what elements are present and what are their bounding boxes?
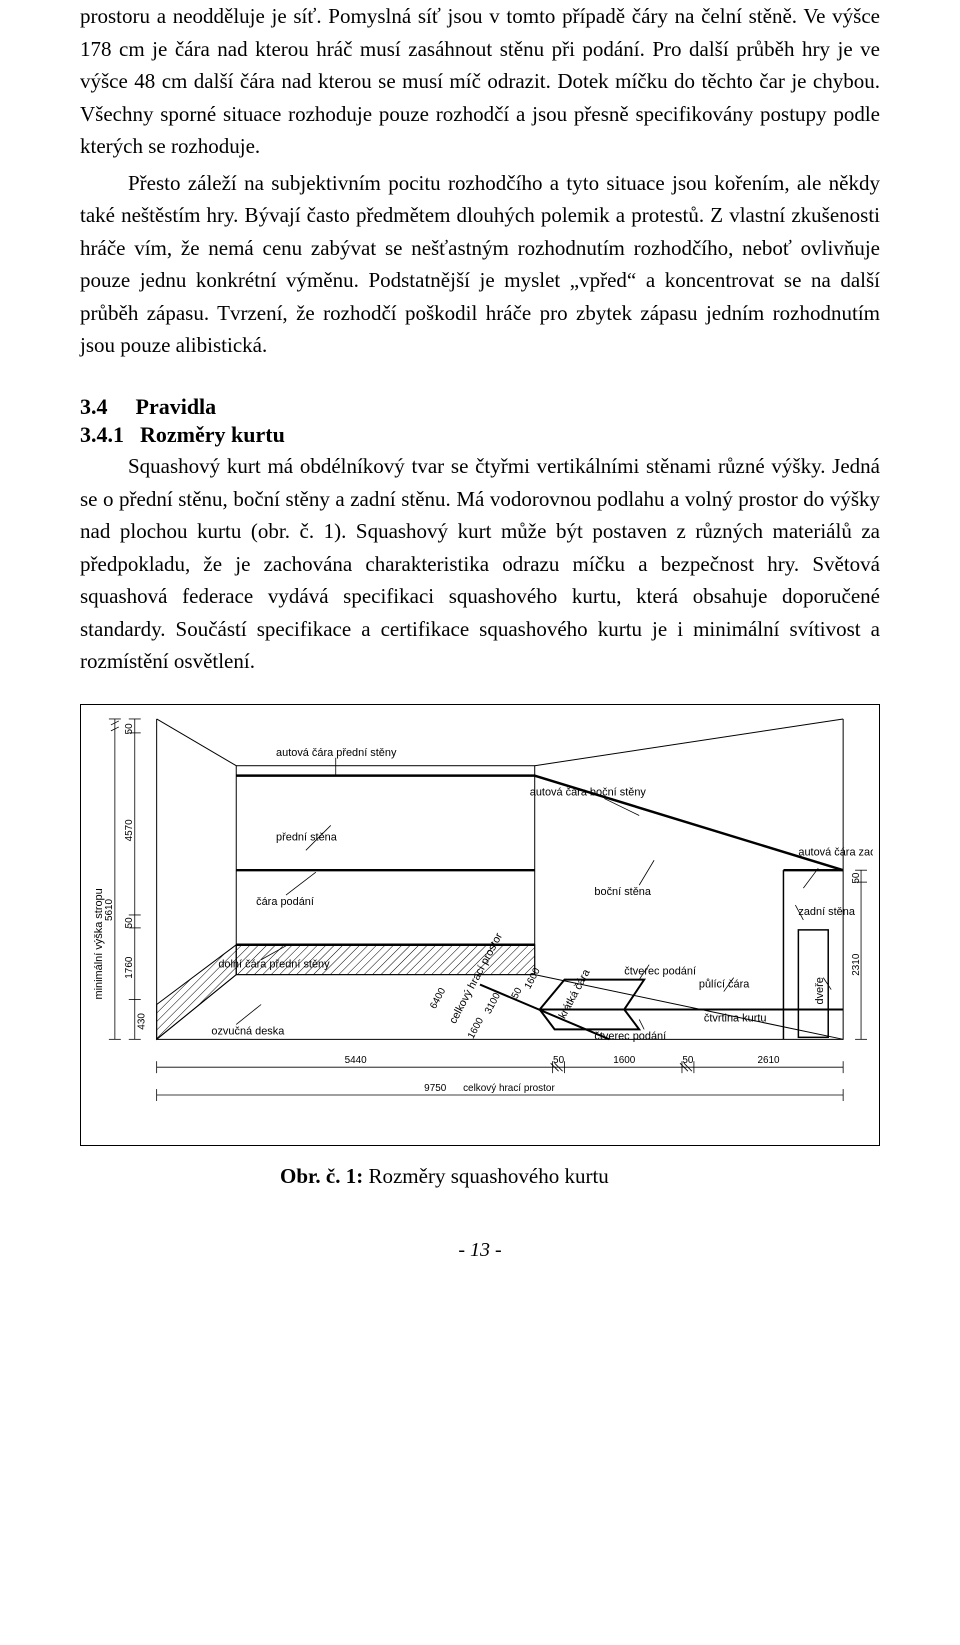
dim-3100: 3100	[483, 991, 503, 1016]
lbl-ctvrtina: čtvrtina kurtu	[704, 1012, 767, 1024]
lbl-zadni-stena: zadní stěna	[798, 906, 855, 918]
dim-50b: 50	[124, 917, 135, 929]
section-title: Pravidla	[136, 394, 217, 420]
figure-court-dimensions: autová čára přední stěny autová čára boč…	[80, 704, 880, 1146]
dim-1600c: 1600	[466, 1015, 486, 1040]
paragraph-2: Přesto záleží na subjektivním pocitu roz…	[80, 167, 880, 362]
subsection-heading: 3.4.1 Rozměry kurtu	[80, 422, 880, 448]
dim-6400: 6400	[428, 986, 448, 1011]
lbl-cara-podani: čára podání	[256, 896, 314, 908]
lbl-bocni-stena: boční stěna	[594, 886, 651, 898]
dim-50d: 50	[682, 1055, 694, 1066]
dim-430: 430	[137, 1012, 148, 1029]
lbl-celk-hraci: celkový hrací prostor	[463, 1083, 555, 1094]
dim-5610: 5610	[104, 898, 115, 921]
lbl-autova-predni: autová čára přední stěny	[276, 747, 397, 759]
lbl-pulici: půlící čára	[699, 978, 750, 990]
dim-1600b: 1600	[613, 1055, 636, 1066]
caption-text: Rozměry squashového kurtu	[363, 1164, 609, 1188]
paragraph-1: prostoru a neodděluje je síť. Pomyslná s…	[80, 0, 880, 163]
lbl-predni-stena: přední stěna	[276, 831, 338, 843]
subsection-number: 3.4.1	[80, 422, 124, 448]
dim-50c: 50	[553, 1055, 565, 1066]
figure-caption: Obr. č. 1: Rozměry squashového kurtu	[80, 1164, 880, 1189]
lbl-autova-bocni: autová čára boční stěny	[530, 786, 647, 798]
section-number: 3.4	[80, 394, 108, 420]
dim-2610: 2610	[757, 1055, 780, 1066]
dim-4570: 4570	[124, 819, 135, 842]
page-number: - 13 -	[80, 1239, 880, 1262]
dim-9750: 9750	[424, 1083, 447, 1094]
lbl-ctverec2: čtverec podání	[594, 1030, 666, 1042]
lbl-dvere: dveře	[814, 977, 826, 1004]
dim-5440: 5440	[345, 1055, 368, 1066]
dim-1760: 1760	[124, 956, 135, 979]
lbl-ozv-deska: ozvučná deska	[211, 1025, 285, 1037]
section-heading: 3.4 Pravidla	[80, 394, 880, 420]
dim-50g: 50	[851, 872, 862, 884]
paragraph-3: Squashový kurt má obdélníkový tvar se čt…	[80, 450, 880, 678]
lbl-autova-zadni: autová čára zadní stěny	[798, 846, 873, 858]
dim-2310: 2310	[851, 953, 862, 976]
subsection-title: Rozměry kurtu	[140, 422, 285, 448]
court-diagram-svg: autová čára přední stěny autová čára boč…	[87, 711, 873, 1139]
lbl-kratka: krátká čára	[557, 966, 593, 1020]
lbl-ctverec1: čtverec podání	[624, 965, 696, 977]
caption-label: Obr. č. 1:	[280, 1164, 363, 1188]
lbl-dolni-cara: dolní čára přední stěny	[218, 959, 330, 971]
dim-50a: 50	[124, 723, 135, 735]
